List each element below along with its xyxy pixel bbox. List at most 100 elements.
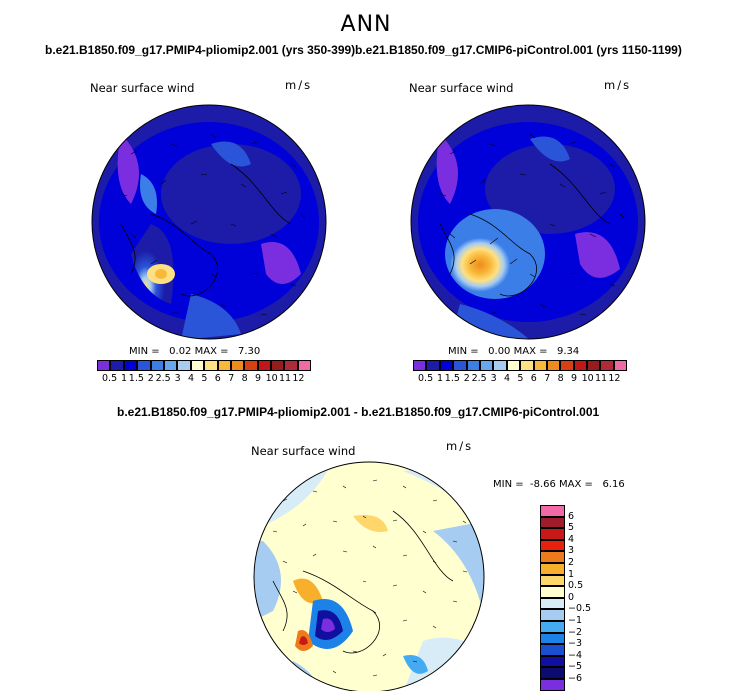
colorbar-swatch [137, 360, 151, 371]
colorbar-tick-label: 2 [568, 557, 575, 568]
colorbar-swatch [271, 360, 285, 371]
panel-3-variable-label: Near surface wind [251, 444, 356, 458]
colorbar-tick-label: 12 [292, 373, 305, 384]
panel-2-case-title: b.e21.B1850.f09_g17.CMIP6-piControl.001 … [355, 43, 682, 57]
colorbar-tick-label: −2 [568, 626, 583, 638]
colorbar-tick-label: 1.5 [128, 373, 144, 384]
colorbar-swatch [493, 360, 507, 371]
colorbar-swatch [540, 586, 565, 598]
panel-1-case-title: b.e21.B1850.f09_g17.PMIP4-pliomip2.001 (… [45, 43, 356, 57]
colorbar-swatch [453, 360, 467, 371]
colorbar-tick-label: 6 [568, 510, 575, 522]
colorbar-tick-label: 8 [557, 373, 564, 384]
colorbar-tick-label: 10 [265, 373, 278, 384]
colorbar-swatch [540, 574, 565, 587]
colorbar-swatch [204, 360, 218, 371]
colorbar-swatch [520, 360, 534, 371]
colorbar-tick-label: 3 [568, 545, 575, 557]
colorbar-swatch [466, 360, 480, 371]
panel-1-map [91, 104, 327, 340]
colorbar-swatch [150, 360, 164, 371]
colorbar-swatch [540, 539, 565, 552]
colorbar-tick-label: 12 [608, 373, 621, 384]
panel-1-colorbar-labels: 0.5 1 1.5 2 2.5 3 4 5 6 7 8 9 10 11 12 [97, 373, 312, 385]
colorbar-swatch [540, 609, 565, 621]
colorbar-tick-label: 7 [544, 373, 551, 384]
panel-3-min-max: MIN = -8.66 MAX = 6.16 [493, 479, 625, 490]
panel-2-colorbar-labels: 0.5 1 1.5 2 2.5 3 4 5 6 7 8 9 10 11 12 [413, 373, 628, 385]
colorbar-swatch [560, 360, 574, 371]
panel-1-colorbar [97, 360, 312, 371]
panel-2-min-max: MIN = 0.00 MAX = 9.34 [448, 346, 580, 357]
figure-title: ANN [340, 12, 392, 37]
colorbar-swatch [257, 360, 272, 371]
colorbar-tick-label: 1.5 [444, 373, 460, 384]
colorbar-swatch [244, 360, 258, 371]
colorbar-swatch [540, 644, 565, 656]
colorbar-tick-label: 1 [121, 373, 128, 384]
colorbar-tick-label: 4 [504, 373, 511, 384]
colorbar-swatch [587, 360, 601, 371]
colorbar-swatch [190, 360, 205, 371]
panel-3-units: m/s [446, 439, 474, 453]
panel-3-colorbar [540, 505, 565, 691]
colorbar-swatch [613, 360, 628, 371]
colorbar-tick-label: 11 [595, 373, 608, 384]
panel-1-units: m/s [285, 78, 313, 92]
colorbar-tick-label: −1 [568, 615, 583, 626]
panel-3-case-title: b.e21.B1850.f09_g17.PMIP4-pliomip2.001 -… [117, 405, 600, 419]
colorbar-swatch [284, 360, 298, 371]
panel-2-map [410, 104, 646, 340]
colorbar-tick-label: 8 [241, 373, 248, 384]
colorbar-swatch [110, 360, 124, 371]
colorbar-swatch [533, 360, 547, 371]
colorbar-swatch [230, 360, 245, 371]
panel-1-wind-vectors [120, 133, 306, 316]
colorbar-swatch [97, 360, 111, 371]
colorbar-tick-label: 9 [571, 373, 578, 384]
panel-2-units: m/s [604, 78, 632, 92]
colorbar-swatch [123, 360, 138, 371]
panel-2-variable-label: Near surface wind [409, 81, 514, 95]
colorbar-swatch [540, 655, 565, 668]
colorbar-tick-label: 0.5 [568, 580, 584, 592]
colorbar-swatch [163, 360, 178, 371]
colorbar-swatch [426, 360, 440, 371]
colorbar-swatch [297, 360, 312, 371]
colorbar-swatch [479, 360, 494, 371]
colorbar-tick-label: 3 [490, 373, 497, 384]
panel-3-wind-vectors [272, 479, 468, 677]
colorbar-swatch [540, 620, 565, 633]
colorbar-tick-label: 3 [174, 373, 181, 384]
colorbar-swatch [600, 360, 614, 371]
colorbar-tick-label: 5 [517, 373, 524, 384]
colorbar-tick-label: 2.5 [471, 373, 487, 384]
colorbar-swatch [177, 360, 191, 371]
colorbar-swatch [540, 528, 565, 540]
colorbar-swatch [573, 360, 588, 371]
panel-1-variable-label: Near surface wind [90, 81, 195, 95]
panel-3-map [253, 461, 485, 691]
colorbar-swatch [540, 667, 565, 679]
colorbar-tick-label: −4 [568, 649, 583, 661]
colorbar-tick-label: 2.5 [155, 373, 171, 384]
colorbar-swatch [546, 360, 561, 371]
colorbar-tick-label: 10 [581, 373, 594, 384]
colorbar-tick-label: −5 [568, 661, 583, 673]
colorbar-tick-label: 5 [568, 522, 575, 534]
colorbar-tick-label: 0 [568, 591, 575, 603]
colorbar-swatch [217, 360, 231, 371]
colorbar-swatch [439, 360, 454, 371]
panel-3-colorbar-labels: 6 5 4 3 2 1 0.5 0 −0.5 −1 −2 −3 −4 −5 −6 [568, 505, 598, 691]
colorbar-swatch [540, 551, 565, 563]
colorbar-tick-label: 2 [463, 373, 470, 384]
colorbar-tick-label: 6 [530, 373, 537, 384]
colorbar-tick-label: 0.5 [418, 373, 434, 384]
panel-1-min-max: MIN = 0.02 MAX = 7.30 [129, 346, 261, 357]
colorbar-tick-label: −3 [568, 638, 583, 650]
colorbar-tick-label: 6 [214, 373, 221, 384]
colorbar-tick-label: −0.5 [568, 603, 592, 615]
colorbar-tick-label: 11 [279, 373, 292, 384]
colorbar-tick-label: 5 [201, 373, 208, 384]
colorbar-tick-label: 1 [437, 373, 444, 384]
